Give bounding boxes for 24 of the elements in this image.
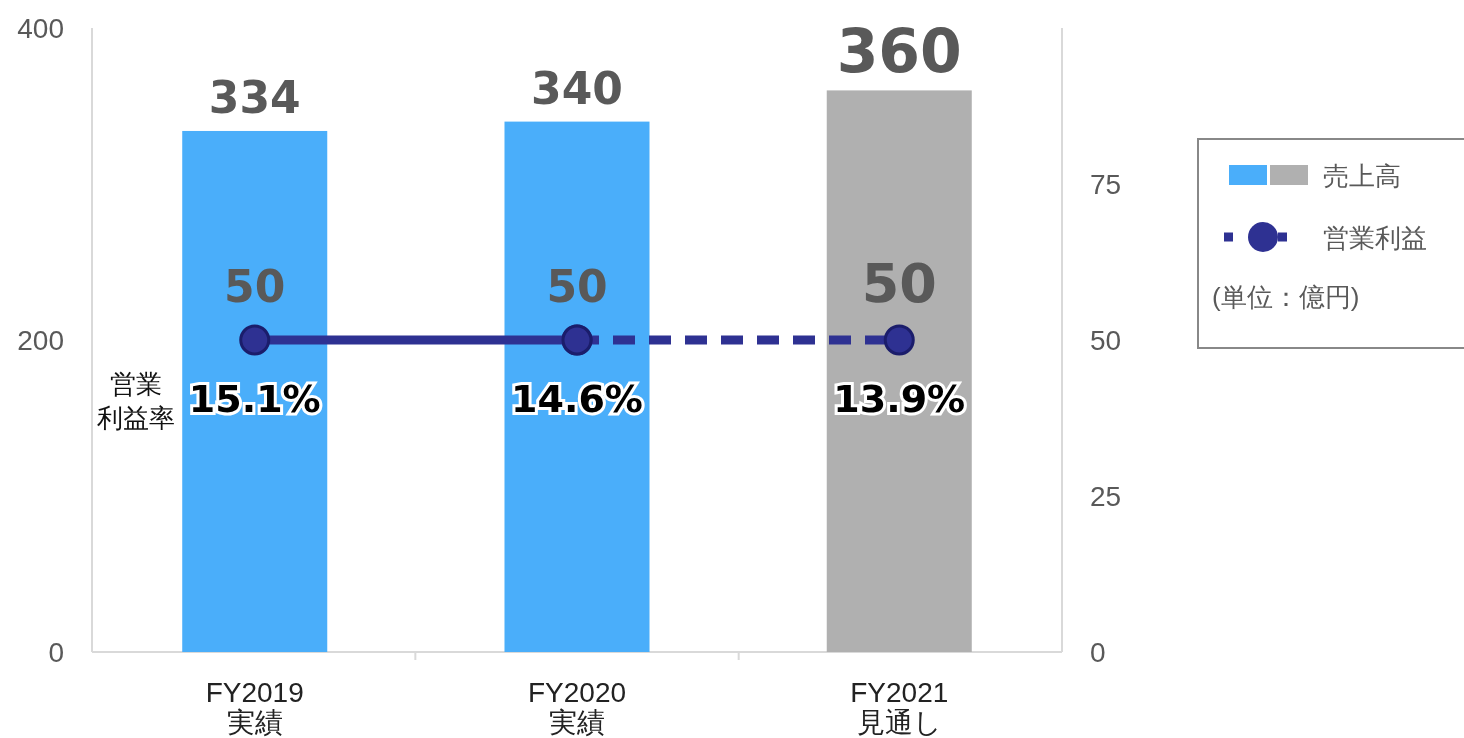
data-label: 50 [546, 261, 608, 312]
annotation: 14.6% [511, 377, 643, 422]
data-label: 50 [861, 252, 937, 315]
y-tick-label: 0 [48, 636, 64, 668]
y2-tick-label: 75 [1090, 168, 1122, 200]
text: (単位：億円) [1212, 282, 1360, 312]
y2-tick-label: 0 [1090, 636, 1106, 668]
y-tick-label: 400 [17, 12, 64, 44]
data-label: 50 [224, 261, 286, 312]
data-label: 360 [836, 16, 962, 87]
data-label: 340 [531, 62, 623, 114]
data-label: 334 [208, 71, 301, 123]
annotation: 利益率 [97, 403, 175, 433]
legend-label: 売上高 [1323, 161, 1401, 191]
x-tick-label: FY2021 見通し [850, 677, 949, 738]
x-tick-label: FY2020 実績 [527, 677, 627, 738]
x-tick-label: FY2019 実績 [205, 677, 304, 738]
annotation: 13.9% [833, 377, 966, 422]
annotation: 営業 [110, 369, 162, 399]
annotation: 15.1% [188, 377, 321, 422]
y2-tick-label: 25 [1090, 480, 1122, 512]
legend-label: 営業利益 [1323, 223, 1427, 253]
y2-tick-label: 50 [1090, 324, 1122, 356]
y-tick-label: 200 [17, 324, 64, 356]
